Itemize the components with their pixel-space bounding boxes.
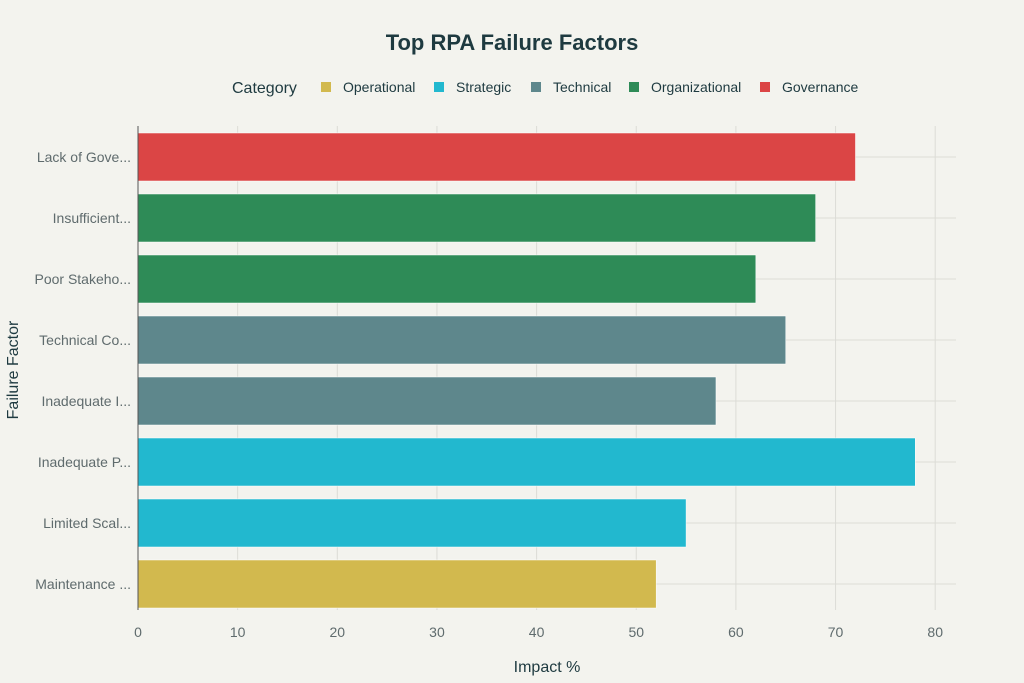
y-axis-label: Failure Factor xyxy=(5,320,22,419)
x-tick-label: 30 xyxy=(429,624,445,640)
legend-item-technical[interactable]: Technical xyxy=(531,79,611,95)
legend-swatch xyxy=(760,82,770,92)
y-tick-label: Maintenance ... xyxy=(35,576,131,592)
x-axis-label: Impact % xyxy=(514,659,581,676)
x-tick-label: 70 xyxy=(828,624,844,640)
bar-technical xyxy=(137,315,786,365)
y-tick-labels: Lack of Gove... Insufficient... Poor Stake… xyxy=(34,149,131,592)
y-tick-label: Inadequate I... xyxy=(41,393,131,409)
x-tick-label: 60 xyxy=(728,624,744,640)
y-tick-label: Limited Scal... xyxy=(43,515,131,531)
x-tick-labels: 0 10 20 30 40 50 60 70 80 xyxy=(134,624,943,640)
legend-swatch xyxy=(531,82,541,92)
bar-operational xyxy=(137,559,657,609)
bar-organizational xyxy=(137,254,757,304)
x-tick-label: 0 xyxy=(134,624,142,640)
legend-swatch xyxy=(629,82,639,92)
chart-title: Top RPA Failure Factors xyxy=(386,30,639,55)
x-tick-label: 50 xyxy=(628,624,644,640)
x-tick-label: 20 xyxy=(330,624,346,640)
legend-swatch xyxy=(434,82,444,92)
bar-strategic xyxy=(137,498,687,548)
bar-strategic xyxy=(137,437,916,487)
bar-technical xyxy=(137,376,717,426)
y-tick-label: Insufficient... xyxy=(53,210,131,226)
x-tick-label: 80 xyxy=(927,624,943,640)
legend-swatch xyxy=(321,82,331,92)
legend-item-operational[interactable]: Operational xyxy=(321,79,415,95)
bar-organizational xyxy=(137,193,816,243)
legend-label: Strategic xyxy=(456,79,511,95)
legend-title: Category xyxy=(232,80,297,97)
legend-label: Governance xyxy=(782,79,858,95)
bars xyxy=(137,132,916,609)
y-tick-label: Inadequate P... xyxy=(38,454,131,470)
legend: Category Operational Strategic Technical Or… xyxy=(232,79,858,97)
bar-governance xyxy=(137,132,856,182)
y-tick-label: Technical Co... xyxy=(39,332,131,348)
y-tick-label: Poor Stakeho... xyxy=(34,271,131,287)
legend-item-governance[interactable]: Governance xyxy=(760,79,858,95)
legend-item-organizational[interactable]: Organizational xyxy=(629,79,741,95)
legend-label: Technical xyxy=(553,79,611,95)
x-tick-label: 10 xyxy=(230,624,246,640)
legend-label: Operational xyxy=(343,79,415,95)
x-tick-label: 40 xyxy=(529,624,545,640)
y-tick-label: Lack of Gove... xyxy=(37,149,131,165)
legend-label: Organizational xyxy=(651,79,741,95)
legend-item-strategic[interactable]: Strategic xyxy=(434,79,511,95)
